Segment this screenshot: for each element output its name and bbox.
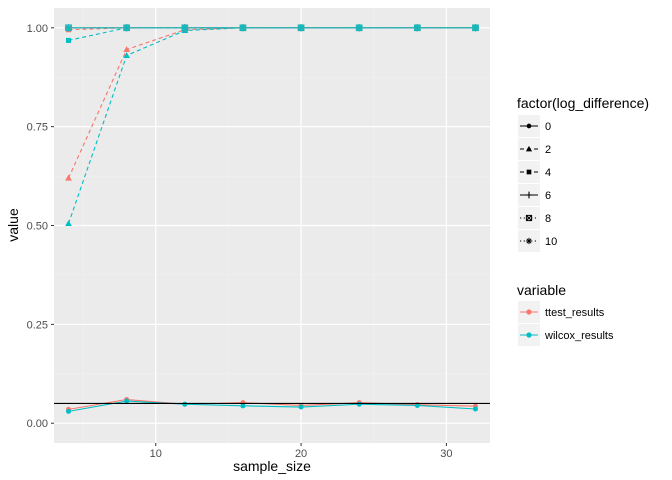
shape-legend-label-2: 4: [545, 167, 551, 179]
point-wilcox_results-10-1-ast-d2: [123, 25, 130, 31]
point-wilcox_results-0-6-circle: [414, 402, 420, 408]
shape-legend-label-4: 8: [545, 213, 551, 225]
shape-legend-key-shape-1-triangle: [525, 145, 533, 152]
series-line-ttest_results-0: [68, 398, 476, 410]
shape-legend-key-shape-1: [525, 145, 533, 152]
shape-legend-key-shape-4: [525, 214, 533, 222]
shape-legend-title: factor(log_difference): [517, 95, 649, 111]
y-axis-ticks: 0.00 0.25 0.50 0.75 1.00: [27, 23, 54, 430]
shape-legend-label-3: 6: [545, 190, 551, 202]
point-wilcox_results-10-0-ast-d2: [65, 25, 72, 31]
point-wilcox_results-10-2: [181, 24, 189, 32]
point-wilcox_results-10-1: [123, 24, 131, 32]
point-wilcox_results-4-0: [66, 37, 72, 43]
point-wilcox_results-10-3: [239, 24, 247, 32]
shape-legend-key-shape-5: [525, 237, 533, 245]
point-wilcox_results-2-1-triangle: [123, 52, 131, 58]
y-tick-label-1: 0.25: [27, 319, 48, 331]
point-wilcox_results-0-5: [356, 401, 362, 407]
shape-legend-label-1: 2: [545, 144, 551, 156]
point-wilcox_results-10-6: [413, 24, 421, 32]
y-tick-label-2: 0.50: [27, 221, 48, 233]
point-wilcox_results-0-3-circle: [240, 403, 246, 409]
color-legend-key-point-1: [526, 332, 532, 338]
point-wilcox_results-10-2-ast-d2: [182, 25, 188, 31]
x-axis-ticks: 10 20 30: [150, 443, 453, 460]
y-tick-label-0: 0.00: [27, 418, 48, 430]
color-legend-label-0: ttest_results: [545, 307, 605, 319]
point-ttest_results-2-0-triangle: [65, 174, 72, 181]
point-wilcox_results-10-7-ast-d2: [472, 25, 479, 31]
y-axis-title: value: [5, 208, 21, 242]
point-wilcox_results-0-1: [124, 398, 130, 404]
shape-legend-key-shape-2-square: [526, 169, 532, 175]
y-tick-label-4: 1.00: [27, 23, 48, 35]
point-wilcox_results-2-0: [65, 220, 72, 227]
point-ttest_results-2-1-triangle: [123, 46, 131, 53]
shape-legend-key-shape-0: [526, 123, 532, 129]
color-legend-key-point-0: [526, 309, 532, 315]
color-legend: variable ttest_results wilcox_results: [517, 282, 614, 346]
series-line-wilcox_results-0: [68, 400, 476, 412]
color-legend-label-1: wilcox_results: [544, 330, 614, 342]
shape-legend-key-shape-3: [525, 191, 533, 199]
shape-legend-key-shape-2: [526, 169, 532, 175]
point-wilcox_results-0-7: [472, 406, 478, 412]
series-points: [64, 24, 480, 414]
point-wilcox_results-0-7-circle: [472, 406, 478, 412]
point-wilcox_results-0-1-circle: [124, 398, 130, 404]
point-wilcox_results-2-0-triangle: [65, 220, 72, 227]
point-wilcox_results-2-1: [123, 52, 131, 58]
point-wilcox_results-0-0: [66, 408, 72, 414]
x-tick-label-1: 20: [295, 448, 307, 460]
shape-legend-key-shape-4-box: [525, 214, 533, 222]
point-wilcox_results-10-4-ast-d2: [298, 25, 304, 31]
point-wilcox_results-0-0-circle: [66, 408, 72, 414]
point-wilcox_results-10-7: [472, 24, 479, 32]
y-tick-label-3: 0.75: [27, 122, 48, 134]
point-wilcox_results-10-5-ast-d2: [356, 25, 362, 31]
point-ttest_results-2-1: [123, 46, 131, 53]
series-lines: [68, 27, 476, 412]
point-wilcox_results-4-0-square: [66, 37, 72, 43]
x-axis-title: sample_size: [233, 458, 311, 474]
shape-legend-label-5: 10: [545, 236, 557, 248]
point-wilcox_results-10-5: [355, 24, 363, 32]
x-tick-label-0: 10: [150, 448, 162, 460]
x-tick-label-2: 30: [440, 448, 452, 460]
shape-legend-key-shape-5-ast-d2: [526, 238, 532, 244]
point-ttest_results-2-0: [65, 174, 72, 181]
point-wilcox_results-0-5-circle: [356, 401, 362, 407]
point-wilcox_results-0-2: [182, 401, 188, 407]
point-wilcox_results-0-6: [414, 402, 420, 408]
point-wilcox_results-10-3-ast-d2: [240, 25, 246, 31]
shape-legend-key-shape-4-cross-b: [526, 215, 532, 221]
point-wilcox_results-10-6-ast-d2: [414, 25, 421, 31]
shape-legend-label-0: 0: [545, 121, 551, 133]
shape-legend-key-shape-0-circle: [526, 123, 532, 129]
point-wilcox_results-0-4: [298, 404, 304, 410]
shape-legend: factor(log_difference) 0 2 4 6 8 10: [517, 95, 649, 252]
point-wilcox_results-0-3: [240, 403, 246, 409]
color-legend-title: variable: [517, 282, 566, 298]
point-wilcox_results-0-2-circle: [182, 401, 188, 407]
point-wilcox_results-10-4: [297, 24, 305, 32]
point-wilcox_results-10-0: [65, 24, 72, 32]
point-wilcox_results-0-4-circle: [298, 404, 304, 410]
